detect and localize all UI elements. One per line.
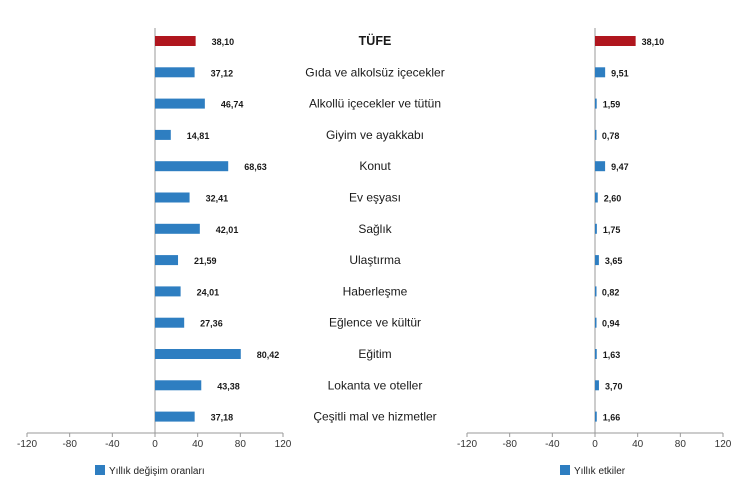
x-tick-label: -40: [105, 439, 120, 450]
x-tick-label: 40: [192, 439, 204, 450]
bar: [595, 98, 597, 109]
bar: [155, 255, 179, 266]
bar: [595, 223, 597, 234]
x-tick-label: 120: [715, 439, 732, 450]
category-label: TÜFE: [359, 33, 392, 48]
legend-label: Yıllık etkiler: [574, 466, 626, 477]
data-label: 3,70: [605, 381, 623, 391]
bar: [595, 255, 599, 266]
bar: [155, 380, 202, 391]
bar: [595, 67, 606, 78]
data-label: 21,59: [194, 256, 217, 266]
bar: [155, 192, 190, 203]
x-tick-label: 120: [275, 439, 292, 450]
category-label: Haberleşme: [343, 284, 408, 298]
x-tick-label: -120: [457, 439, 477, 450]
bar: [155, 67, 195, 78]
legend-swatch: [95, 465, 105, 475]
category-label: Konut: [359, 159, 391, 173]
category-label: Eğlence ve kültür: [329, 316, 421, 330]
data-label: 1,59: [603, 100, 621, 110]
x-tick-label: -120: [17, 439, 37, 450]
data-label: 46,74: [221, 100, 244, 110]
data-label: 37,12: [211, 68, 234, 78]
legend-swatch: [560, 465, 570, 475]
x-tick-label: 80: [235, 439, 247, 450]
bar: [155, 349, 241, 359]
x-tick-label: 80: [675, 439, 687, 450]
data-label: 14,81: [187, 131, 210, 141]
bar: [595, 36, 636, 46]
category-label: Lokanta ve oteller: [328, 378, 423, 392]
bar: [155, 98, 205, 109]
bar: [155, 286, 181, 297]
category-label: Alkollü içecekler ve tütün: [309, 97, 441, 111]
bar: [595, 349, 597, 359]
bar: [155, 161, 229, 172]
x-tick-label: -40: [545, 439, 560, 450]
x-tick-label: -80: [502, 439, 517, 450]
data-label: 1,66: [603, 413, 621, 423]
x-tick-label: 0: [592, 439, 598, 450]
data-label: 0,94: [602, 319, 620, 329]
x-tick-label: 0: [152, 439, 158, 450]
bar: [595, 317, 597, 328]
data-label: 3,65: [605, 256, 623, 266]
data-label: 68,63: [244, 162, 267, 172]
bar: [155, 129, 171, 140]
category-label: Çeşitli mal ve hizmetler: [313, 410, 436, 424]
data-label: 38,10: [642, 37, 665, 47]
bar: [595, 161, 606, 172]
data-label: 27,36: [200, 319, 223, 329]
data-label: 42,01: [216, 225, 239, 235]
category-label: Sağlık: [358, 222, 392, 236]
category-label: Ulaştırma: [349, 253, 401, 267]
bar: [595, 129, 597, 140]
data-label: 24,01: [197, 287, 220, 297]
legend-label: Yıllık değişim oranları: [109, 466, 205, 477]
data-label: 9,51: [611, 68, 629, 78]
data-label: 2,60: [604, 194, 622, 204]
bar: [595, 411, 597, 422]
bar: [595, 286, 597, 297]
bar: [595, 380, 599, 391]
data-label: 1,63: [603, 350, 621, 360]
data-label: 43,38: [217, 381, 240, 391]
bar: [155, 411, 195, 422]
data-label: 0,78: [602, 131, 620, 141]
data-label: 38,10: [212, 37, 235, 47]
bar: [155, 317, 185, 328]
category-label: Gıda ve alkolsüz içecekler: [305, 65, 444, 79]
x-tick-label: -80: [62, 439, 77, 450]
category-label: Eğitim: [358, 347, 391, 361]
x-tick-label: 40: [632, 439, 644, 450]
data-label: 37,18: [211, 413, 234, 423]
data-label: 1,75: [603, 225, 621, 235]
bar: [155, 223, 200, 234]
bar: [155, 36, 196, 46]
category-label: Giyim ve ayakkabı: [326, 128, 424, 142]
category-label: Ev eşyası: [349, 191, 401, 205]
data-label: 80,42: [257, 350, 280, 360]
bar: [595, 192, 598, 203]
data-label: 9,47: [611, 162, 629, 172]
data-label: 32,41: [206, 194, 229, 204]
data-label: 0,82: [602, 287, 620, 297]
